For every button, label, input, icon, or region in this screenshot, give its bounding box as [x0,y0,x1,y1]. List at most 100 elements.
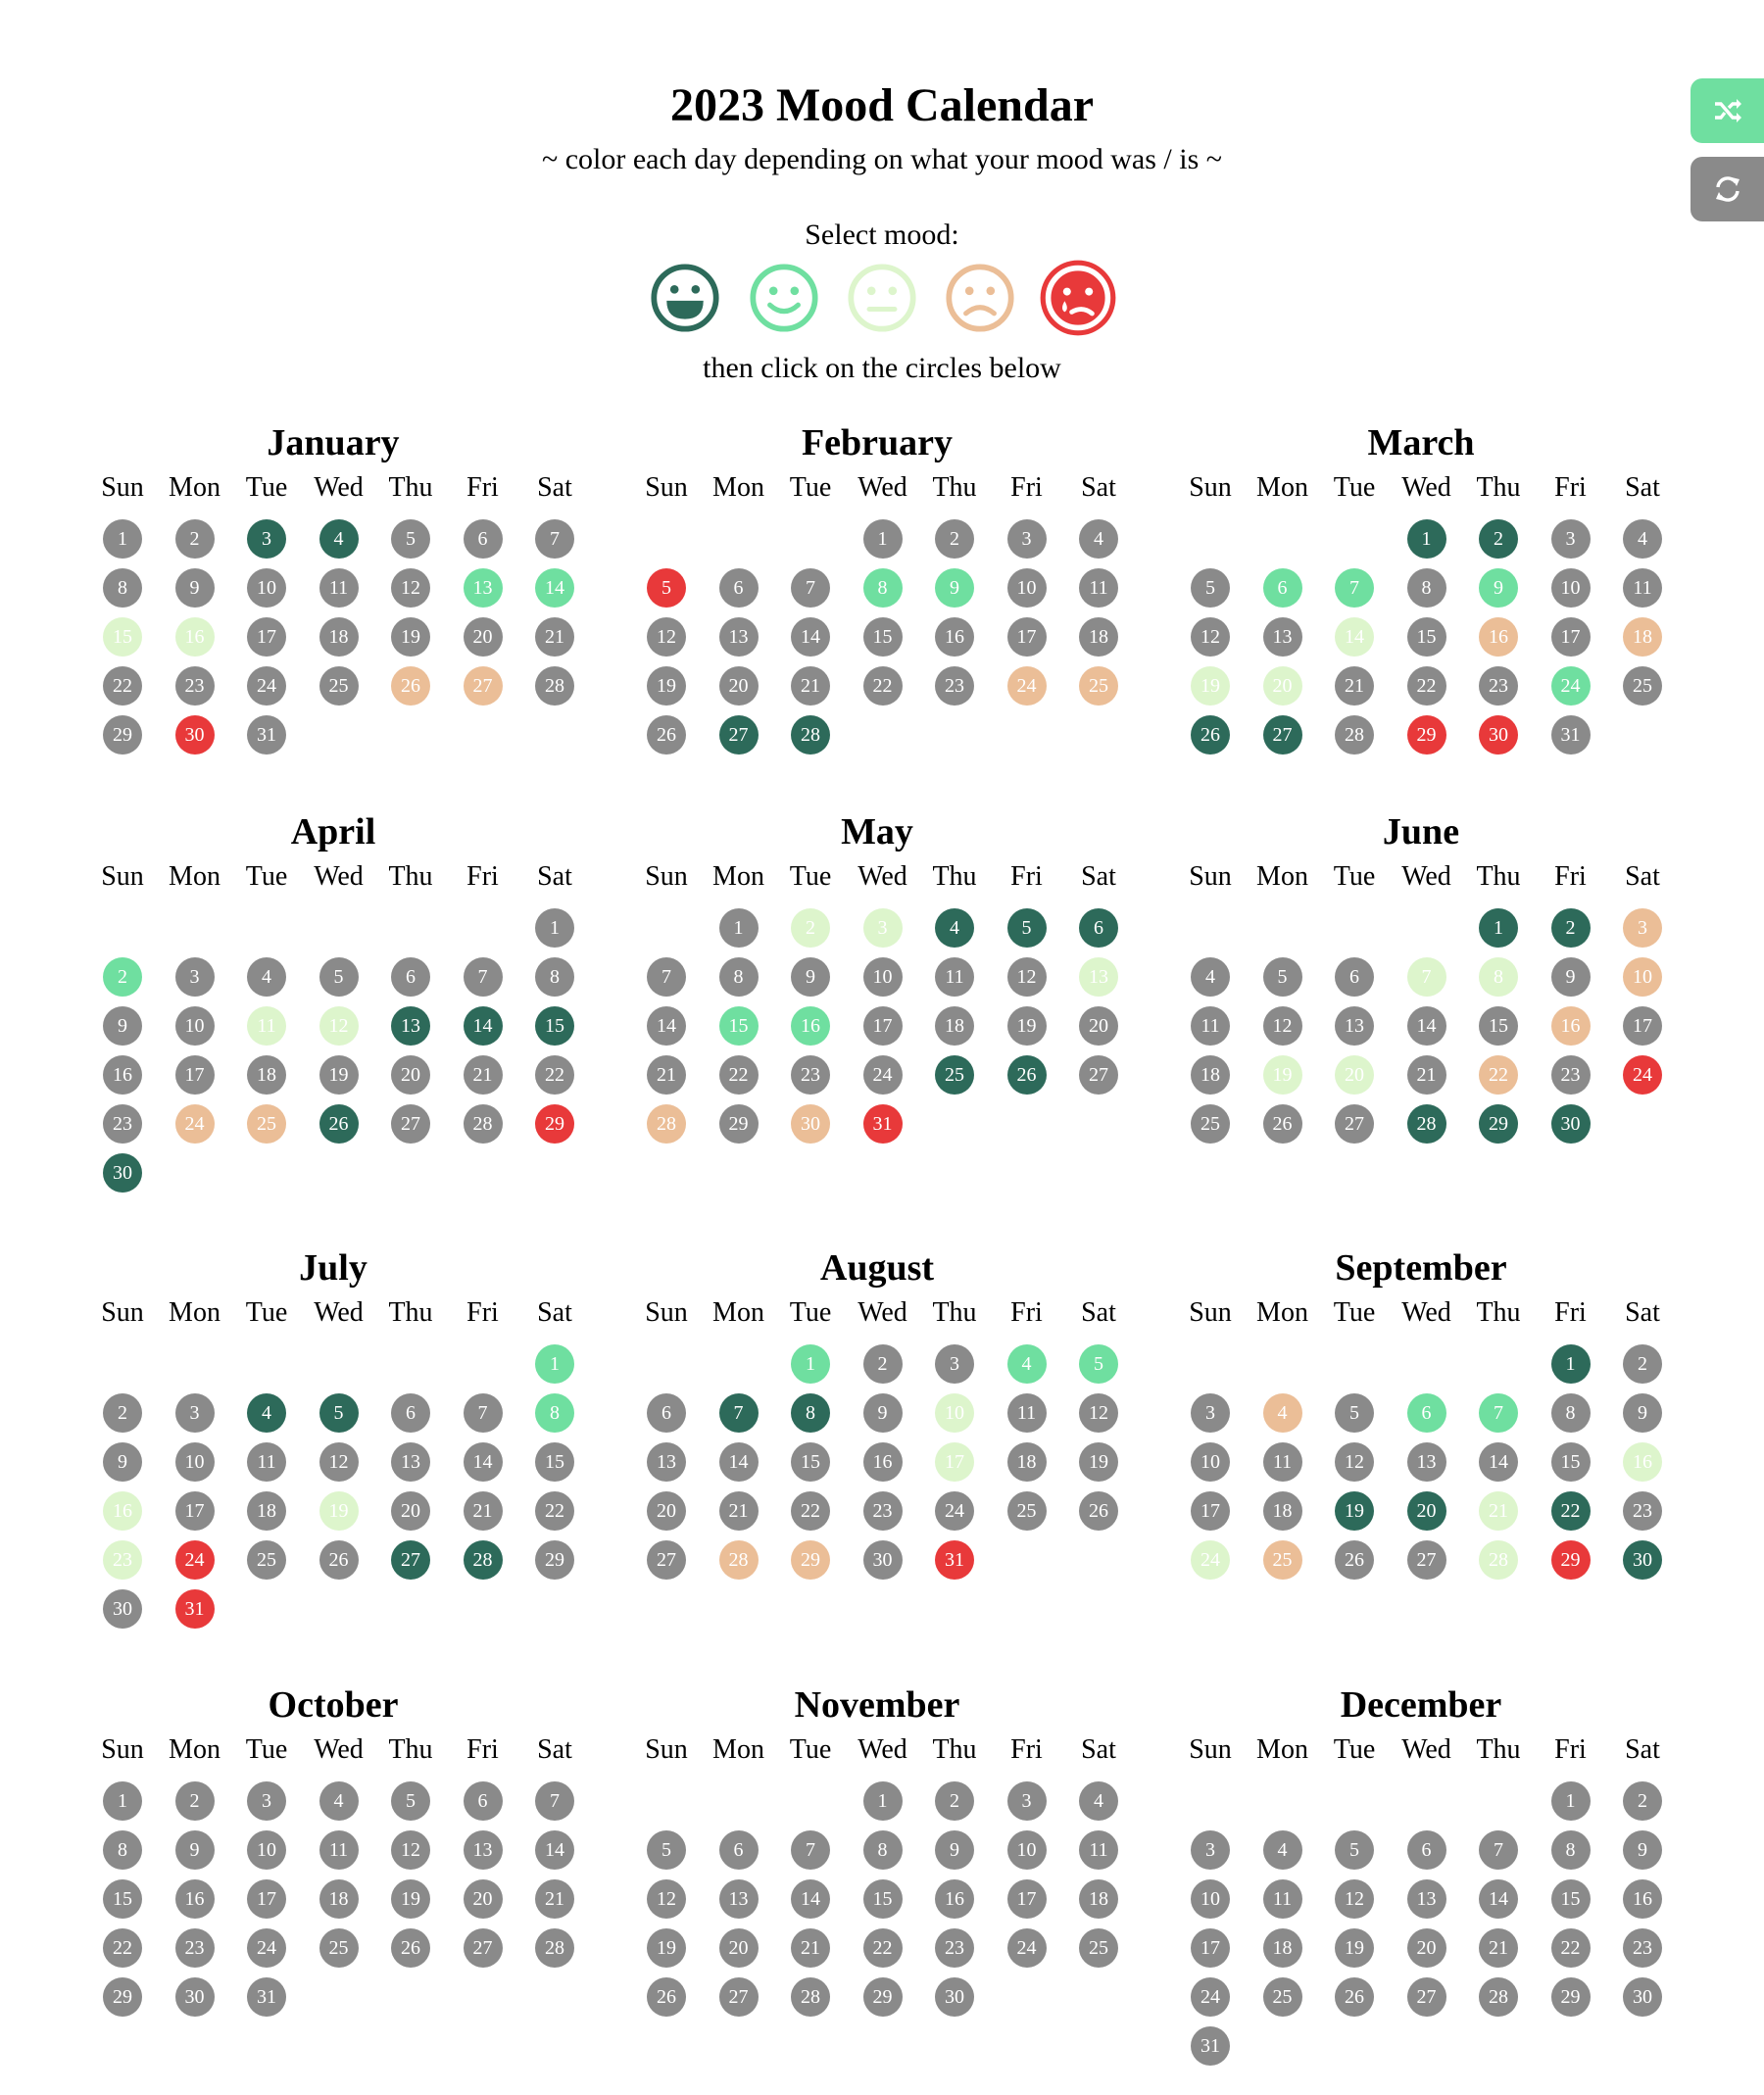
day-circle[interactable]: 1 [1550,1344,1591,1384]
day-circle[interactable]: 9 [103,1006,142,1046]
day-circle[interactable]: 6 [1406,1393,1446,1433]
day-circle[interactable]: 21 [718,1491,759,1531]
day-circle[interactable]: 29 [791,1540,830,1580]
day-circle[interactable]: 24 [935,1491,974,1531]
day-circle[interactable]: 8 [535,957,574,997]
day-circle[interactable]: 14 [791,617,830,657]
day-circle[interactable]: 5 [1079,1344,1118,1384]
day-circle[interactable]: 20 [463,617,503,657]
day-circle[interactable]: 7 [1406,957,1446,997]
day-circle[interactable]: 12 [391,568,430,608]
day-circle[interactable]: 14 [535,568,574,608]
day-circle[interactable]: 17 [247,1879,286,1919]
day-circle[interactable]: 8 [103,1830,142,1870]
day-circle[interactable]: 30 [862,1540,903,1580]
shuffle-button[interactable] [1690,78,1764,143]
day-circle[interactable]: 18 [1262,1928,1302,1968]
day-circle[interactable]: 6 [718,1830,759,1870]
day-circle[interactable]: 3 [1191,1830,1230,1870]
day-circle[interactable]: 21 [791,666,830,706]
day-circle[interactable]: 28 [535,666,574,706]
day-circle[interactable]: 11 [1079,568,1118,608]
day-circle[interactable]: 4 [1262,1830,1302,1870]
day-circle[interactable]: 15 [1550,1442,1591,1482]
day-circle[interactable]: 13 [647,1442,686,1482]
day-circle[interactable]: 26 [1191,715,1230,755]
day-circle[interactable]: 9 [1479,568,1518,608]
day-circle[interactable]: 3 [1006,1781,1047,1821]
day-circle[interactable]: 19 [1191,666,1230,706]
day-circle[interactable]: 29 [535,1104,574,1144]
day-circle[interactable]: 6 [1262,568,1302,608]
day-circle[interactable]: 16 [103,1491,142,1531]
day-circle[interactable]: 12 [1079,1393,1118,1433]
day-circle[interactable]: 9 [935,568,974,608]
day-circle[interactable]: 27 [1406,1540,1446,1580]
day-circle[interactable]: 31 [247,1977,286,2017]
day-circle[interactable]: 6 [647,1393,686,1433]
day-circle[interactable]: 8 [791,1393,830,1433]
day-circle[interactable]: 6 [391,957,430,997]
day-circle[interactable]: 26 [1079,1491,1118,1531]
day-circle[interactable]: 24 [247,1928,286,1968]
day-circle[interactable]: 28 [1479,1540,1518,1580]
day-circle[interactable]: 5 [318,1393,359,1433]
day-circle[interactable]: 4 [1006,1344,1047,1384]
day-circle[interactable]: 16 [935,1879,974,1919]
day-circle[interactable]: 16 [1623,1442,1662,1482]
day-circle[interactable]: 16 [103,1055,142,1095]
day-circle[interactable]: 1 [791,1344,830,1384]
day-circle[interactable]: 15 [1479,1006,1518,1046]
day-circle[interactable]: 21 [1479,1491,1518,1531]
day-circle[interactable]: 4 [1623,519,1662,559]
day-circle[interactable]: 1 [103,519,142,559]
day-circle[interactable]: 9 [862,1393,903,1433]
day-circle[interactable]: 12 [318,1442,359,1482]
day-circle[interactable]: 8 [103,568,142,608]
day-circle[interactable]: 23 [103,1540,142,1580]
day-circle[interactable]: 21 [1479,1928,1518,1968]
day-circle[interactable]: 14 [1479,1442,1518,1482]
day-circle[interactable]: 1 [535,908,574,948]
day-circle[interactable]: 7 [1479,1830,1518,1870]
day-circle[interactable]: 7 [535,1781,574,1821]
day-circle[interactable]: 18 [1006,1442,1047,1482]
day-circle[interactable]: 10 [1623,957,1662,997]
day-circle[interactable]: 8 [718,957,759,997]
day-circle[interactable]: 30 [791,1104,830,1144]
day-circle[interactable]: 21 [535,1879,574,1919]
day-circle[interactable]: 16 [1623,1879,1662,1919]
day-circle[interactable]: 5 [647,568,686,608]
day-circle[interactable]: 26 [391,1928,430,1968]
day-circle[interactable]: 18 [318,617,359,657]
day-circle[interactable]: 22 [862,1928,903,1968]
day-circle[interactable]: 26 [1262,1104,1302,1144]
day-circle[interactable]: 14 [463,1006,503,1046]
day-circle[interactable]: 11 [1623,568,1662,608]
day-circle[interactable]: 16 [174,1879,215,1919]
day-circle[interactable]: 24 [1191,1540,1230,1580]
day-circle[interactable]: 24 [1006,1928,1047,1968]
day-circle[interactable]: 13 [1406,1879,1446,1919]
day-circle[interactable]: 10 [1191,1442,1230,1482]
day-circle[interactable]: 31 [862,1104,903,1144]
day-circle[interactable]: 13 [463,568,503,608]
day-circle[interactable]: 19 [318,1491,359,1531]
day-circle[interactable]: 15 [718,1006,759,1046]
day-circle[interactable]: 11 [1006,1393,1047,1433]
day-circle[interactable]: 14 [1335,617,1374,657]
day-circle[interactable]: 12 [391,1830,430,1870]
day-circle[interactable]: 21 [535,617,574,657]
day-circle[interactable]: 15 [862,1879,903,1919]
day-circle[interactable]: 4 [318,1781,359,1821]
day-circle[interactable]: 15 [103,1879,142,1919]
day-circle[interactable]: 2 [103,957,142,997]
day-circle[interactable]: 12 [647,617,686,657]
day-circle[interactable]: 20 [1335,1055,1374,1095]
day-circle[interactable]: 1 [103,1781,142,1821]
day-circle[interactable]: 29 [862,1977,903,2017]
day-circle[interactable]: 6 [463,1781,503,1821]
day-circle[interactable]: 10 [862,957,903,997]
day-circle[interactable]: 28 [1335,715,1374,755]
day-circle[interactable]: 13 [463,1830,503,1870]
